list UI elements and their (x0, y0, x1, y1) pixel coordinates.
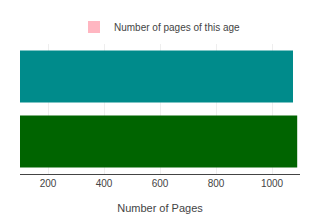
svg-text:400: 400 (96, 178, 113, 189)
svg-text:200: 200 (40, 178, 57, 189)
svg-text:Number of pages of this age: Number of pages of this age (114, 22, 240, 33)
svg-text:600: 600 (152, 178, 169, 189)
svg-text:800: 800 (208, 178, 225, 189)
svg-text:1000: 1000 (261, 178, 284, 189)
svg-text:Number of Pages: Number of Pages (117, 202, 203, 214)
